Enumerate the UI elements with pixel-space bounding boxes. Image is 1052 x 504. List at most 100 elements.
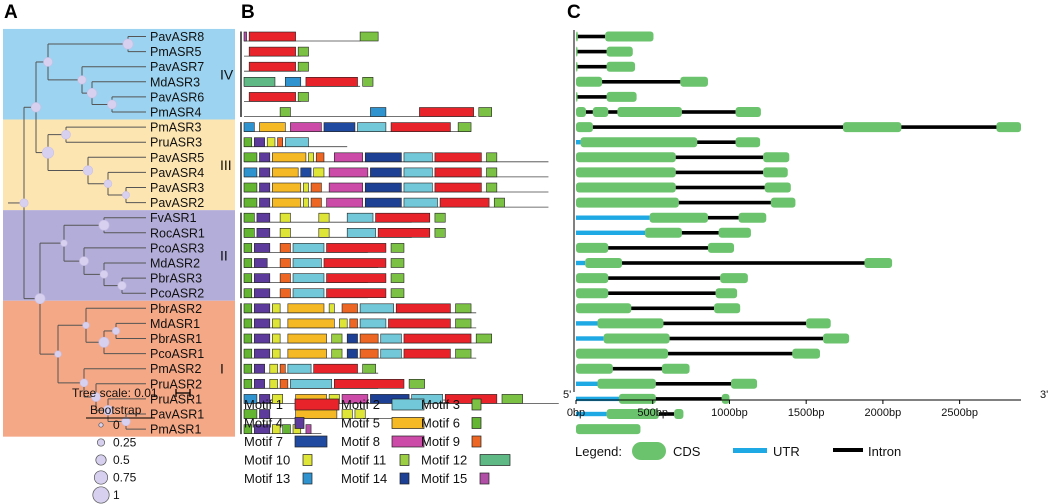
cds-segment [792, 348, 820, 359]
motif-3-box [493, 197, 505, 208]
bootstrap-legend-label: 0.5 [113, 453, 130, 467]
intron-segment [608, 246, 708, 250]
motif-4-box [254, 363, 265, 374]
motif-10-box [279, 212, 291, 223]
motif-12-box [243, 77, 276, 87]
motif-6-box [243, 182, 258, 193]
utr-segment [576, 215, 650, 220]
intron-segment [668, 351, 793, 356]
intron-segment [675, 185, 765, 190]
cds-segment [730, 378, 758, 389]
utr-segment [576, 230, 646, 235]
motif-14-box [346, 333, 358, 344]
cds-segment [606, 91, 637, 102]
panel-b-label: B [241, 2, 255, 23]
motif-10-box [272, 303, 281, 314]
legend-utr-swatch [733, 448, 767, 453]
motif-6-box [243, 378, 253, 389]
motif-8-box [326, 197, 363, 208]
motif-6-box [243, 197, 258, 208]
gene-label-pmasr3: PmASR3 [150, 121, 201, 135]
gene-labels: PavASR8PmASR5PavASR7MdASR3PavASR6PmASR4P… [150, 30, 205, 437]
cds-segment [738, 212, 767, 223]
motif-9-box [279, 378, 289, 389]
motif-legend-label-6: Motif 6 [421, 416, 460, 431]
cds-segment [576, 91, 578, 102]
structure-axis-tick-label: 2000bp [865, 407, 902, 419]
motif-1-box [444, 394, 498, 404]
cds-segment [649, 212, 708, 223]
gene-label-pbrasr3: PbrASR3 [150, 272, 202, 286]
motif-1-box [434, 152, 482, 163]
motif-legend-label-13: Motif 13 [244, 471, 290, 486]
motif-9-box [277, 137, 284, 147]
motif-9-box [279, 288, 291, 299]
group-label-iii: III [220, 157, 232, 173]
cds-segment [576, 152, 676, 163]
motif-15-box [243, 31, 247, 42]
motif-legend-swatch-14 [399, 472, 410, 485]
motif-4-box [259, 409, 271, 419]
legend-utr-label: UTR [773, 444, 800, 459]
utr-segment [576, 411, 607, 417]
intron-segment [655, 382, 731, 386]
motif-6-box [243, 228, 255, 238]
legend-cds-label: CDS [673, 444, 701, 459]
motif-rows [243, 31, 559, 435]
gene-label-mdasr3: MdASR3 [150, 75, 200, 89]
motif-2-box [380, 333, 402, 344]
motif-legend-label-1: Motif 1 [244, 397, 283, 412]
motif-10-box [318, 212, 330, 223]
motif-legend-label-12: Motif 12 [421, 453, 467, 468]
motif-legend-swatch-5 [391, 417, 425, 429]
bootstrap-nodes [19, 38, 134, 427]
motif-15-box [305, 424, 312, 434]
motif-14-box [364, 182, 402, 193]
intron-segment [585, 110, 593, 114]
intron-segment [577, 49, 607, 54]
motif-legend-swatch-8 [391, 435, 425, 448]
motif-legend-swatch-1 [294, 398, 340, 411]
intron-segment [681, 110, 736, 114]
motif-1-box [375, 212, 431, 223]
cds-segment [721, 393, 730, 404]
motif-14-box [370, 167, 402, 178]
motif-6-box [243, 137, 253, 147]
motif-13-box [243, 167, 258, 178]
intron-segment [675, 155, 764, 160]
motif-13-box [243, 394, 258, 404]
motif-3-box [434, 228, 446, 238]
motif-1-box [434, 167, 482, 178]
motif-1-box [326, 273, 387, 283]
cds-segment [580, 137, 698, 148]
motif-4-box [254, 137, 265, 147]
intron-segment [612, 366, 662, 371]
motif-3-box [390, 273, 405, 283]
gene-label-pavasr2: PavASR2 [150, 196, 204, 210]
motif-3-box [390, 288, 405, 299]
gene-label-pcoasr3: PcoASR3 [150, 241, 204, 255]
motif-5-box [272, 182, 302, 193]
cds-segment [585, 258, 623, 268]
motif-4-box [254, 288, 271, 299]
bootstrap-legend-label: 1 [113, 488, 120, 502]
bootstrap-legend-label: 0.75 [113, 471, 137, 485]
structure-legend: Legend: CDS UTR Intron [575, 442, 901, 460]
gene-label-pruasr2: PruASR2 [150, 377, 202, 391]
motif-9-box [279, 273, 291, 283]
motif-2-box [357, 122, 387, 132]
motif-10-box [341, 409, 353, 419]
motif-4-box [256, 212, 271, 223]
motif-5-box [287, 303, 325, 314]
motif-6-box [243, 424, 253, 434]
motif-1-box [377, 228, 431, 238]
cds-segment [617, 107, 682, 117]
cds-segment [996, 122, 1021, 133]
gene-label-pcoasr2: PcoASR2 [150, 287, 204, 301]
gene-label-pbrasr2: PbrASR2 [150, 302, 202, 316]
intron-segment [622, 261, 865, 265]
gene-label-pavasr7: PavASR7 [150, 60, 204, 74]
tree-scale-bar [175, 389, 191, 397]
cds-segment [597, 318, 664, 329]
motif-2-box [292, 288, 325, 299]
